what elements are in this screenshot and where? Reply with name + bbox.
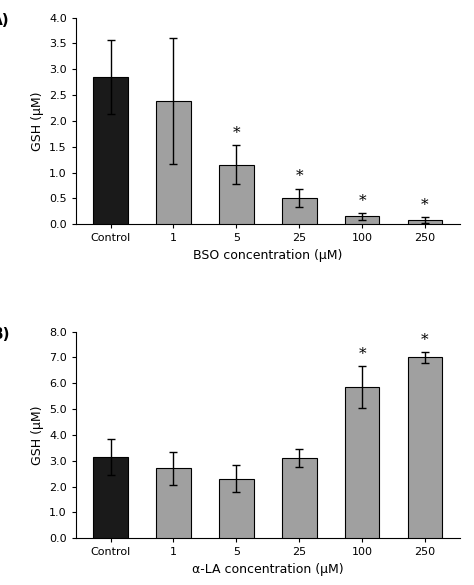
- Bar: [345, 216, 380, 224]
- Text: B): B): [0, 328, 10, 342]
- Text: *: *: [233, 126, 240, 140]
- Bar: [282, 198, 317, 224]
- Text: *: *: [358, 194, 366, 208]
- Bar: [345, 387, 380, 538]
- Bar: [408, 220, 442, 224]
- Bar: [282, 457, 317, 538]
- Text: *: *: [358, 347, 366, 361]
- Bar: [156, 101, 191, 224]
- X-axis label: BSO concentration (μM): BSO concentration (μM): [193, 249, 343, 261]
- Bar: [408, 357, 442, 538]
- Bar: [156, 469, 191, 538]
- Bar: [219, 479, 254, 538]
- Y-axis label: GSH (μM): GSH (μM): [30, 405, 44, 464]
- Bar: [93, 457, 128, 538]
- Text: A): A): [0, 13, 10, 29]
- X-axis label: α-LA concentration (μM): α-LA concentration (μM): [192, 563, 344, 576]
- Y-axis label: GSH (μM): GSH (μM): [30, 91, 44, 150]
- Text: *: *: [295, 169, 303, 183]
- Text: *: *: [421, 332, 429, 346]
- Bar: [93, 77, 128, 224]
- Text: *: *: [421, 198, 429, 212]
- Bar: [219, 165, 254, 224]
